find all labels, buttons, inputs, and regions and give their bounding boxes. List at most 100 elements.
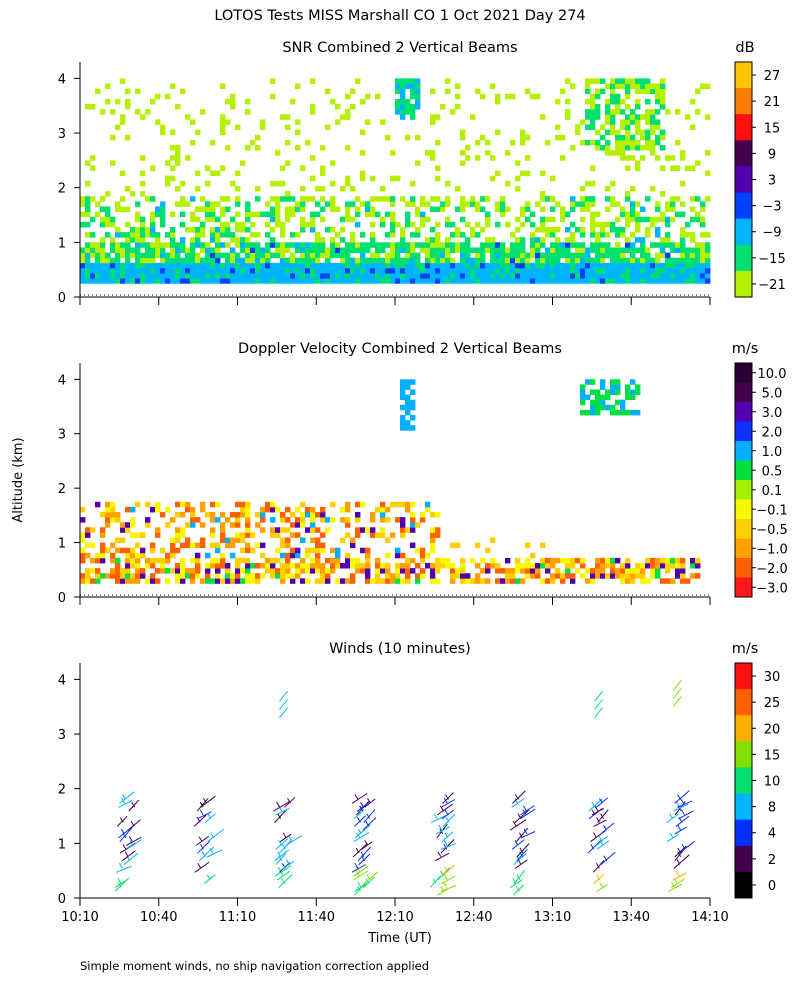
colorbar-tick-label: −21 [758,278,785,293]
wind-barb-feather [681,809,685,816]
snr-cell [365,93,371,100]
snr-cell [495,268,501,274]
snr-cell [280,227,286,233]
snr-cell [575,129,581,136]
snr-cell [340,186,346,192]
snr-cell [340,252,346,259]
snr-cell [645,257,651,264]
doppler-cell [595,557,601,564]
snr-cell [320,278,326,284]
doppler-cell [235,512,241,518]
snr-cell [395,175,401,182]
snr-cell [615,247,621,253]
snr-cell [120,232,126,238]
doppler-cell [675,568,681,574]
doppler-cell [460,578,466,584]
snr-cell [245,211,251,218]
doppler-cell [345,563,351,569]
colorbar-tick-label: 10.0 [758,367,787,382]
snr-cell [635,98,641,105]
snr-cell [420,268,426,274]
doppler-cell [300,578,306,584]
snr-cell [240,221,246,228]
colorbar-swatch [735,88,752,115]
snr-cell [415,252,421,259]
snr-cell [490,83,496,89]
snr-cell [585,247,591,253]
snr-cell [630,216,636,223]
snr-cell [665,201,671,207]
doppler-cell [600,573,606,579]
snr-cell [660,252,666,259]
snr-cell [280,196,286,202]
doppler-cell [620,409,626,416]
doppler-cell [665,578,671,584]
snr-cell [535,257,541,264]
doppler-cell [430,532,436,538]
doppler-cell [430,563,436,569]
doppler-cell [140,573,146,579]
snr-cell [690,252,696,259]
wind-barb-feather [671,882,676,888]
doppler-cell [635,409,641,416]
snr-cell [685,278,691,284]
doppler-cell [230,578,236,584]
snr-cell [380,257,386,264]
snr-cell [510,273,516,279]
snr-cell [465,262,471,269]
wind-barb-feather [278,840,283,846]
snr-cell [130,252,136,259]
snr-cell [235,196,241,202]
snr-cell [655,278,661,284]
doppler-cell [400,425,406,431]
snr-cell [370,175,376,182]
wind-barb [441,864,455,877]
snr-cell [105,211,111,218]
wind-barb-feather [444,809,449,816]
snr-cell [695,109,701,115]
snr-cell [640,145,646,151]
snr-cell [525,278,531,284]
snr-cell [590,216,596,223]
doppler-cell [505,578,511,584]
snr-cell [670,242,676,248]
snr-cell [165,160,171,166]
doppler-cell [245,568,251,574]
snr-cell [420,247,426,253]
wind-barb [273,801,290,812]
snr-cell [350,273,356,279]
snr-cell [595,273,601,279]
snr-cell [650,257,656,264]
snr-cell [630,186,636,192]
snr-cell [95,252,101,259]
snr-cell [220,227,226,233]
colorbar-swatch [735,402,752,422]
doppler-cell [235,573,241,579]
doppler-cell [305,527,311,533]
wind-barb [520,831,536,839]
snr-cell [530,93,536,100]
snr-cell [530,252,536,259]
snr-cell [585,273,591,279]
doppler-cell [210,517,216,523]
snr-cell [300,206,306,212]
doppler-cell [150,578,156,584]
snr-cell [445,201,451,207]
snr-cell [340,273,346,279]
snr-cell [305,252,311,259]
snr-cell [410,78,416,84]
snr-cell [345,216,351,223]
snr-cell [430,114,436,120]
doppler-cell [310,522,316,528]
wind-barb [674,790,690,804]
snr-cell [195,129,201,136]
doppler-cell [305,547,311,554]
snr-cell [450,109,456,115]
doppler-cell [605,563,611,569]
snr-cell [620,98,626,105]
snr-cell [560,88,566,95]
snr-cell [450,278,456,284]
doppler-cell [220,512,226,518]
snr-cell [170,175,176,182]
snr-cell [155,232,161,238]
